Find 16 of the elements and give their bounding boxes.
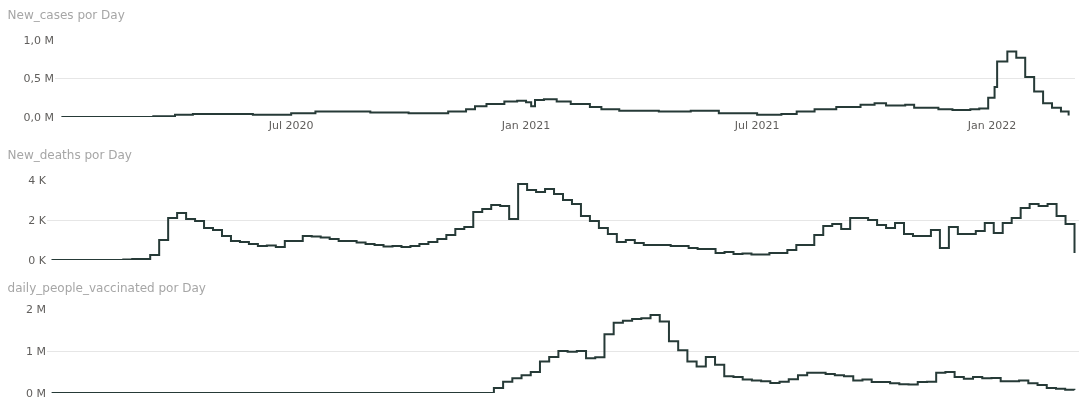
x-tick-label: Jul 2021 [733, 119, 780, 132]
y-tick-label: 2 M [26, 302, 46, 316]
chart-title: New_deaths por Day [7, 148, 132, 163]
chart-title: New_cases por Day [7, 8, 125, 23]
y-tick-label: 1 M [26, 344, 46, 358]
y-tick-label: 4 K [28, 173, 47, 187]
y-tick-label: 0,0 M [23, 110, 54, 124]
y-tick-label: 0,5 M [23, 72, 54, 86]
x-tick-label: Jan 2021 [500, 119, 551, 132]
x-tick-label: Jan 2022 [966, 119, 1017, 132]
y-tick-label: 0 M [26, 386, 46, 400]
y-tick-label: 0 K [28, 253, 47, 267]
y-tick-label: 2 K [28, 213, 47, 227]
x-tick-label: Jul 2020 [267, 119, 314, 132]
y-tick-label: 1,0 M [23, 33, 54, 47]
chart-title: daily_people_vaccinated por Day [7, 281, 206, 296]
